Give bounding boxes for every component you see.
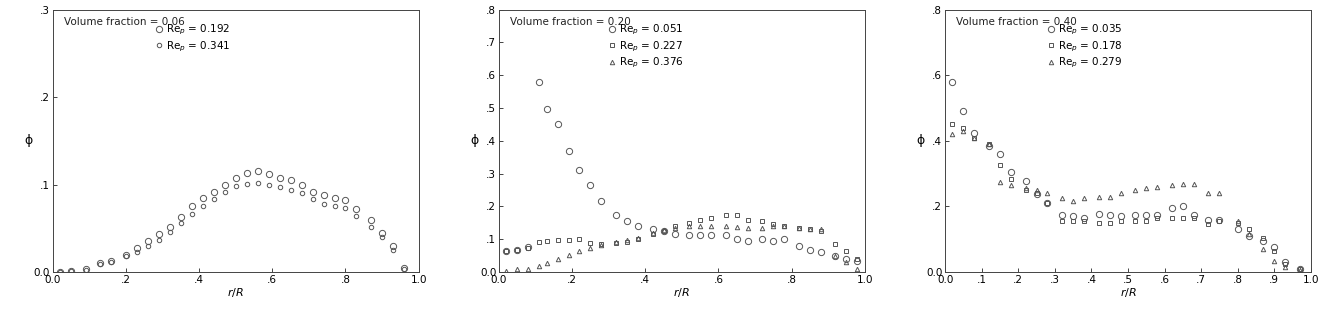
Legend: Re$_p$ = 0.192, Re$_p$ = 0.341: Re$_p$ = 0.192, Re$_p$ = 0.341: [155, 23, 230, 53]
Y-axis label: ϕ: ϕ: [470, 134, 478, 147]
X-axis label: $r/R$: $r/R$: [674, 286, 690, 299]
Legend: Re$_p$ = 0.035, Re$_p$ = 0.178, Re$_p$ = 0.279: Re$_p$ = 0.035, Re$_p$ = 0.178, Re$_p$ =…: [1046, 23, 1123, 70]
Legend: Re$_p$ = 0.051, Re$_p$ = 0.227, Re$_p$ = 0.376: Re$_p$ = 0.051, Re$_p$ = 0.227, Re$_p$ =…: [608, 23, 685, 70]
X-axis label: $r/R$: $r/R$: [228, 286, 244, 299]
Text: Volume fraction = 0.40: Volume fraction = 0.40: [956, 18, 1076, 28]
Text: Volume fraction = 0.06: Volume fraction = 0.06: [64, 18, 184, 28]
Y-axis label: ϕ: ϕ: [24, 134, 32, 147]
Text: Volume fraction = 0.20: Volume fraction = 0.20: [510, 18, 630, 28]
X-axis label: $r/R$: $r/R$: [1120, 286, 1136, 299]
Y-axis label: ϕ: ϕ: [916, 134, 924, 147]
